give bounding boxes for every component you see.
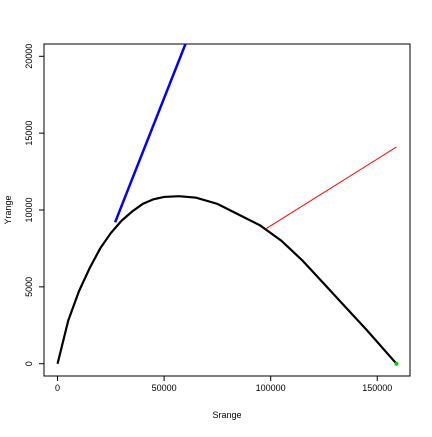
x-tick-label: 50000 bbox=[152, 383, 177, 393]
y-tick-label: 15000 bbox=[24, 121, 34, 146]
plot-box bbox=[43, 43, 411, 377]
y-tick-label: 10000 bbox=[24, 197, 34, 222]
x-tick-label: 150000 bbox=[362, 383, 392, 393]
x-tick-label: 0 bbox=[55, 383, 60, 393]
y-tick-label: 5000 bbox=[24, 277, 34, 297]
point bbox=[394, 361, 399, 366]
y-tick-label: 20000 bbox=[24, 44, 34, 69]
y-axis-title: Yrange bbox=[3, 195, 13, 224]
x-axis-title: Srange bbox=[212, 410, 241, 420]
line bbox=[266, 146, 397, 229]
line bbox=[113, 44, 187, 223]
plot-area bbox=[56, 44, 399, 366]
x-tick-label: 100000 bbox=[256, 383, 286, 393]
line bbox=[56, 195, 398, 365]
y-tick-label: 0 bbox=[24, 361, 34, 366]
